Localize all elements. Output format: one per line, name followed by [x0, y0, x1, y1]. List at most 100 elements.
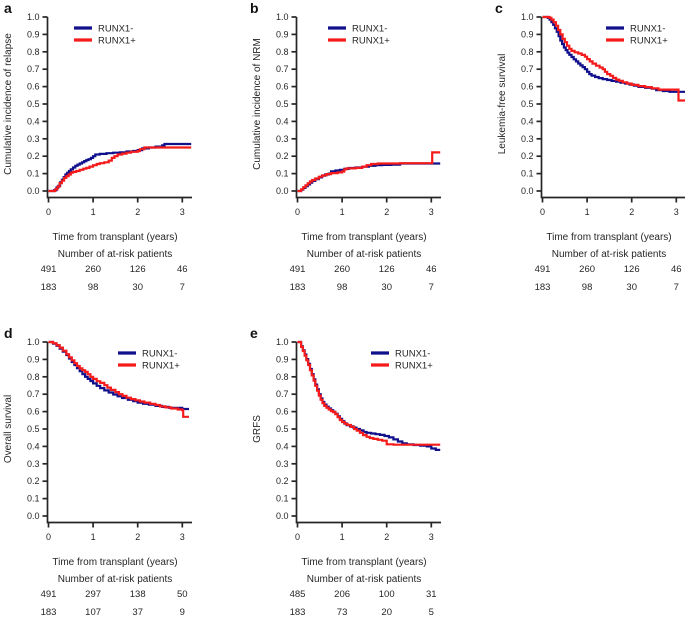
panel-letter: c: [495, 0, 503, 16]
y-tick-label: 0.6: [276, 82, 289, 92]
y-tick-label: 0.8: [276, 372, 289, 382]
at-risk-title: Number of at-risk patients: [307, 249, 422, 260]
y-axis-label: Cumulative incidence of relapse: [3, 33, 14, 175]
y-tick-label: 0.4: [521, 116, 534, 126]
panel-c-chart: c Leukemia-free survival 0.0 0.1 0.2 0.3 0.4…: [495, 0, 685, 293]
at-risk-value: 7: [180, 282, 185, 293]
legend-label: RUNX1+: [142, 361, 180, 372]
at-risk-value: 46: [177, 264, 188, 275]
legend-label: RUNX1+: [630, 36, 668, 47]
at-risk-title: Number of at-risk patients: [552, 249, 667, 260]
y-tick-label: 0.5: [27, 99, 40, 109]
y-tick-label: 0.4: [276, 116, 289, 126]
y-tick-label: 0.9: [27, 29, 40, 39]
y-tick-label: 0.3: [276, 134, 289, 144]
at-risk-value: 31: [426, 589, 437, 600]
at-risk-value: 138: [130, 589, 146, 600]
at-risk-value: 100: [379, 589, 395, 600]
y-tick-label: 0.7: [27, 64, 40, 74]
y-tick-label: 0.8: [27, 372, 40, 382]
x-tick-label: 3: [429, 207, 434, 217]
y-tick-label: 0.5: [27, 424, 40, 434]
axes-lines: [46, 342, 192, 524]
y-tick-label: 0.8: [276, 47, 289, 57]
y-tick-label: 0.9: [276, 354, 289, 364]
panel-b-chart: b Cumulative incidence of NRM 0.00.10.20…: [250, 0, 441, 293]
legend-label: RUNX1+: [395, 361, 433, 372]
panel-letter: e: [250, 325, 258, 341]
panel-letter: d: [4, 325, 13, 341]
at-risk-value: 46: [671, 264, 682, 275]
at-risk-value: 491: [41, 589, 57, 600]
x-tick-label: 1: [91, 532, 96, 542]
y-tick-label: 0.9: [27, 354, 40, 364]
at-risk-value: 50: [177, 589, 188, 600]
y-axis-label: GRFS: [252, 415, 263, 443]
axes-lines: [540, 17, 685, 199]
y-tick-label: 1.0: [521, 12, 534, 22]
at-risk-value: 485: [290, 589, 306, 600]
survival-curve-runx1+: [542, 15, 685, 102]
legend-label: RUNX1-: [630, 24, 665, 35]
plot-area: 0.0 0.1 0.2 0.3 0.4 0.5 0.6 0.7 0.8 0.9 1.0 0 1 2 3 RUN…: [27, 12, 192, 293]
y-tick-label: 0.4: [27, 441, 40, 451]
y-tick-label: 0.1: [521, 169, 534, 179]
y-tick-label: 0.6: [276, 407, 289, 417]
x-axis-label: Time from transplant (years): [52, 232, 177, 243]
x-tick-label: 0: [540, 207, 545, 217]
at-risk-value: 260: [85, 264, 101, 275]
at-risk-value: 260: [579, 264, 595, 275]
x-tick-label: 0: [295, 532, 300, 542]
at-risk-value: 491: [41, 264, 57, 275]
y-axis-label: Leukemia-free survival: [497, 54, 508, 155]
y-tick-label: 0.9: [521, 29, 534, 39]
y-axis-label: Overall survival: [3, 395, 14, 463]
y-tick-label: 0.6: [27, 407, 40, 417]
y-tick-label: 0.7: [276, 64, 289, 74]
y-tick-label: 0.3: [27, 134, 40, 144]
at-risk-title: Number of at-risk patients: [307, 574, 422, 585]
x-tick-label: 0: [295, 207, 300, 217]
at-risk-title: Number of at-risk patients: [58, 574, 173, 585]
y-tick-label: 0.1: [276, 494, 289, 504]
y-tick-label: 1.0: [276, 337, 289, 347]
y-tick-label: 1.0: [276, 12, 289, 22]
at-risk-value: 297: [85, 589, 101, 600]
x-tick-label: 0: [46, 207, 51, 217]
x-tick-label: 3: [429, 532, 434, 542]
x-tick-label: 1: [340, 207, 345, 217]
x-axis-label: Time from transplant (years): [301, 232, 426, 243]
y-tick-label: 0.3: [521, 134, 534, 144]
at-risk-value: 73: [337, 607, 348, 618]
x-tick-label: 2: [135, 207, 140, 217]
axes-lines: [295, 342, 441, 524]
x-tick-label: 1: [585, 207, 590, 217]
at-risk-value: 126: [624, 264, 640, 275]
plot-area: 0.0 0.1 0.2 0.3 0.4 0.5 0.6 0.7 0.8 0.9 1.0 0 1 2 3 RUN…: [276, 12, 441, 293]
legend-label: RUNX1-: [395, 349, 430, 360]
y-tick-label: 0.2: [276, 151, 289, 161]
survival-curve-runx1-: [48, 142, 192, 193]
at-risk-value: 7: [429, 282, 434, 293]
legend-label: RUNX1+: [352, 36, 390, 47]
legend-label: RUNX1-: [352, 24, 387, 35]
y-tick-label: 0.6: [521, 82, 534, 92]
x-tick-label: 0: [46, 532, 51, 542]
at-risk-value: 30: [381, 282, 392, 293]
x-tick-label: 3: [674, 207, 679, 217]
y-tick-label: 0.4: [276, 441, 289, 451]
at-risk-value: 183: [41, 282, 57, 293]
y-axis-label: Cumulative incidence of NRM: [252, 38, 263, 170]
at-risk-value: 126: [130, 264, 146, 275]
y-tick-label: 0.0: [276, 186, 289, 196]
at-risk-value: 183: [290, 282, 306, 293]
y-tick-label: 1.0: [27, 337, 40, 347]
y-tick-label: 0.1: [27, 494, 40, 504]
at-risk-value: 107: [85, 607, 101, 618]
at-risk-value: 491: [535, 264, 551, 275]
legend-label: RUNX1+: [98, 36, 136, 47]
y-tick-label: 0.5: [521, 99, 534, 109]
plot-area: 0.0 0.1 0.2 0.3 0.4 0.5 0.6 0.7 0.8 0.9 1.0 0 1 2 3 RUN…: [276, 337, 441, 618]
at-risk-value: 98: [582, 282, 593, 293]
at-risk-value: 183: [290, 607, 306, 618]
